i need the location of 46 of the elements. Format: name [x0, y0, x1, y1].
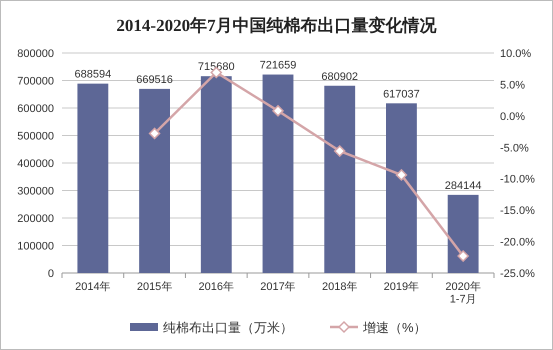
x-tick-label: 2016年	[198, 281, 234, 293]
bar	[77, 84, 108, 273]
legend-label: 纯棉布出口量（万米）	[163, 320, 293, 335]
y-tick-label: 100000	[17, 240, 54, 252]
y-tick-label: 200000	[17, 213, 54, 225]
data-label: 688594	[74, 68, 112, 81]
y2-tick-label: 10.0%	[500, 48, 532, 60]
bar	[386, 103, 417, 273]
y2-tick-label: 5.0%	[500, 79, 526, 92]
bar	[262, 74, 294, 273]
data-label: 721659	[260, 60, 296, 72]
bar	[448, 194, 479, 273]
x-tick-label: 2019年	[384, 281, 420, 293]
data-label: 669516	[136, 74, 173, 86]
y2-tick-label: -5.0%	[500, 142, 529, 154]
y2-tick-label: -25.0%	[500, 268, 536, 280]
y2-tick-label: -20.0%	[500, 236, 536, 249]
point	[148, 128, 160, 140]
y2-tick-label: -10.0%	[500, 174, 536, 186]
y2-tick-label: 0.0%	[500, 110, 526, 123]
point	[334, 145, 346, 157]
point	[457, 250, 469, 262]
x-tick-label: 2018年	[322, 281, 358, 293]
bar	[200, 76, 232, 273]
data-label: 715680	[198, 61, 235, 74]
x-tick-label: 2014年	[75, 281, 111, 293]
y2-tick-label: -15.0%	[500, 205, 536, 218]
y-tick-label: 700000	[17, 76, 54, 88]
y-tick-label: 500000	[17, 130, 54, 142]
legend-label: 增速（%）	[362, 320, 427, 335]
y-tick-label: 800000	[17, 48, 54, 60]
y-tick-label: 600000	[17, 103, 54, 115]
data-label: 680902	[321, 70, 358, 83]
y-tick-label: 300000	[17, 186, 54, 198]
point	[396, 169, 408, 181]
x-tick-label: 2017年	[260, 281, 296, 293]
x-tick-label: 2015年	[136, 281, 172, 293]
data-label: 617037	[383, 88, 420, 100]
bar	[324, 86, 356, 273]
x-tick-label: 2020年 1-7月	[445, 281, 481, 306]
chart-title: 2014-2020年7月中国纯棉布出口量变化情况	[116, 16, 438, 35]
y-tick-label: 400000	[17, 158, 54, 170]
point	[272, 105, 284, 117]
bar	[139, 88, 170, 273]
y-tick-label: 0	[48, 268, 54, 280]
data-label: 284144	[444, 180, 482, 192]
